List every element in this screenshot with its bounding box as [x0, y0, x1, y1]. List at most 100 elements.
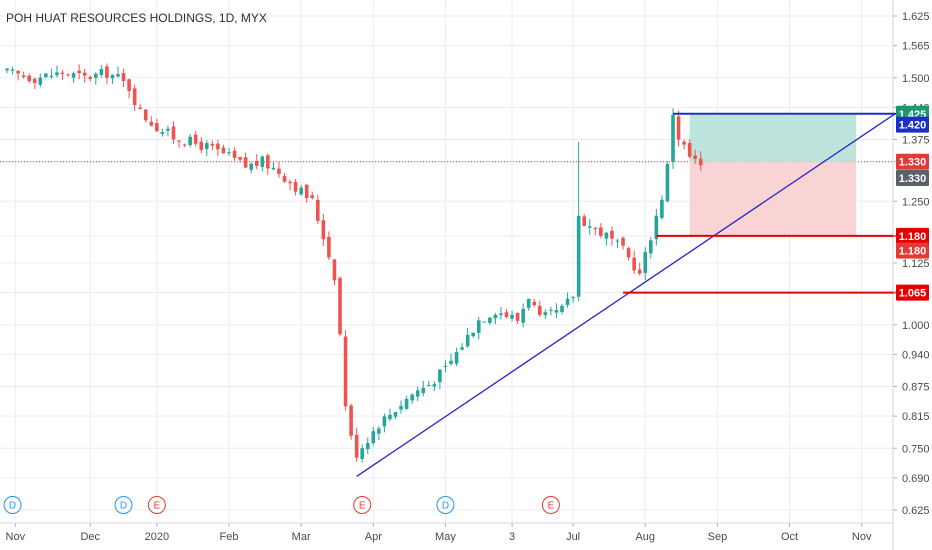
event-marker-e: [147, 496, 166, 514]
candle-body: [399, 405, 403, 410]
event-marker-letter: E: [154, 501, 161, 512]
candle-body: [671, 114, 675, 162]
candle-body: [132, 88, 137, 106]
candle-body: [488, 317, 492, 323]
candle-body: [549, 309, 553, 311]
candle-body: [232, 150, 237, 158]
price-axis[interactable]: 0.625 0.690 0.750 0.815 0.875 0.940 1.000 1.065…: [893, 11, 930, 517]
candle-body: [438, 369, 442, 383]
candle-body: [282, 176, 287, 182]
y-tick-label: 1.625: [902, 11, 930, 23]
y-tick-label: 0.875: [902, 382, 930, 394]
candle-body: [227, 152, 231, 154]
candle-body: [105, 66, 109, 78]
candle-body: [554, 310, 559, 313]
candle-body: [665, 163, 670, 202]
candle-body: [649, 240, 653, 254]
drawn-lines: [356, 112, 912, 477]
candle-body: [371, 431, 376, 444]
candle-body: [660, 199, 664, 218]
event-marker-d: [114, 496, 133, 514]
y-tick-label: 1.250: [902, 196, 930, 208]
candle-body: [604, 232, 609, 239]
candle-body: [526, 298, 531, 308]
candle-body: [576, 215, 581, 297]
candle-body: [698, 158, 703, 166]
candle-body: [543, 312, 548, 316]
candle-body: [476, 320, 481, 333]
candle-body: [626, 248, 631, 258]
candle-body: [465, 334, 470, 347]
y-tick-label: 0.750: [902, 443, 930, 455]
candle-body: [304, 184, 309, 199]
event-marker-letter: D: [120, 501, 127, 512]
candle-body: [377, 428, 381, 434]
candle-body: [293, 181, 298, 192]
candle-body: [615, 240, 620, 242]
x-tick-label: Mar: [292, 531, 311, 543]
candle-body: [410, 394, 414, 401]
candle-body: [582, 216, 586, 226]
candle-body: [238, 156, 242, 160]
candle-body: [471, 332, 475, 337]
event-marker-e: [541, 496, 560, 514]
x-tick-label: Apr: [365, 531, 382, 543]
x-tick-label: Aug: [635, 531, 655, 543]
x-tick-label: Feb: [220, 531, 239, 543]
event-marker-d: [436, 496, 455, 514]
candle-body: [77, 70, 81, 74]
y-tick-label: 1.125: [902, 258, 930, 270]
candle-body: [5, 68, 9, 71]
candle-body: [338, 277, 342, 335]
candle-body: [321, 220, 326, 240]
time-axis[interactable]: Nov Dec 2020 Feb Mar Apr May 3 Jul Aug Sep Oct Nov: [6, 523, 872, 543]
candle-body: [149, 121, 154, 126]
candle-body: [271, 167, 276, 170]
x-tick-label: Nov: [6, 531, 26, 543]
y-tick-label: 0.940: [902, 349, 930, 361]
candle-body: [443, 366, 448, 368]
profit-zone: [689, 114, 857, 162]
candle-body: [182, 144, 187, 146]
candle-body: [587, 226, 592, 228]
candle-body: [155, 123, 159, 132]
candle-body: [404, 398, 409, 409]
y-tick-label: 1.565: [902, 41, 930, 53]
candle-body: [388, 414, 392, 420]
candle-body: [482, 321, 487, 323]
candle-body: [427, 385, 431, 387]
candle-body: [38, 77, 43, 85]
candle-body: [654, 215, 659, 240]
candle-body: [66, 74, 70, 76]
y-tick-label: 0.690: [902, 473, 930, 485]
candle-body: [599, 227, 603, 236]
candle-body: [127, 79, 131, 92]
candle-body: [360, 448, 364, 460]
candle-body: [460, 347, 464, 350]
candle-body: [32, 78, 37, 83]
candle-body: [27, 75, 31, 82]
candles: [5, 63, 703, 463]
x-tick-label: May: [435, 531, 456, 543]
candle-body: [382, 416, 387, 427]
candle-body: [454, 352, 459, 364]
candle-body: [532, 301, 537, 306]
candle-body: [193, 134, 198, 144]
y-tick-label: 0.815: [902, 411, 930, 423]
candle-body: [515, 312, 520, 321]
price-tag-label: 1.180: [899, 231, 927, 243]
loss-zone: [689, 161, 857, 236]
candle-body: [432, 384, 437, 387]
candle-body: [277, 168, 281, 174]
candle-body: [60, 72, 65, 75]
event-marker-letter: E: [548, 501, 555, 512]
candle-body: [343, 336, 348, 407]
price-tag: [896, 227, 929, 244]
candle-body: [421, 387, 426, 394]
price-tag-label: 1.420: [899, 120, 927, 132]
y-tick-label: 1.500: [902, 73, 930, 85]
candle-body: [44, 73, 48, 78]
candle-body: [365, 443, 370, 450]
candle-body: [415, 390, 420, 397]
